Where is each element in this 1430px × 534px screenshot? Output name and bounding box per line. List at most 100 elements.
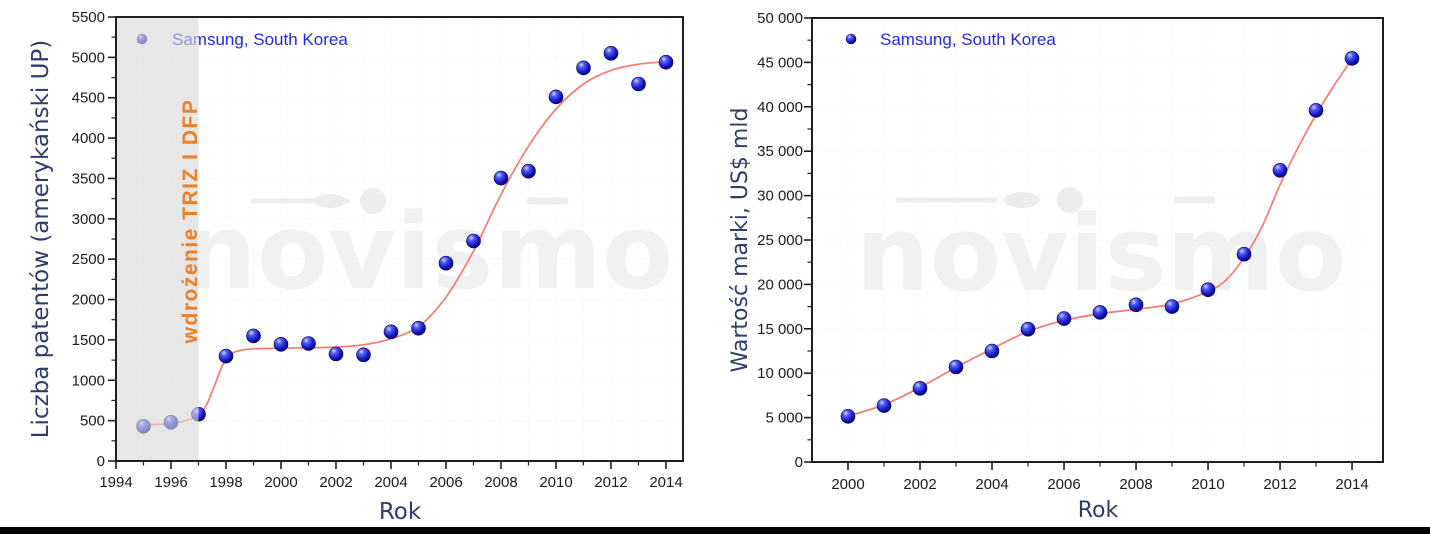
data-point bbox=[984, 343, 1000, 359]
y-tick-label: 500 bbox=[80, 413, 105, 430]
x-tick-label: 2010 bbox=[539, 474, 572, 491]
triz-annotation: wdrożenie TRIZ I DFP bbox=[179, 99, 202, 345]
x-tick-label: 2004 bbox=[374, 474, 407, 491]
legend: Samsung, South Korea bbox=[845, 30, 1056, 49]
x-tick-label: 1996 bbox=[154, 474, 187, 491]
legend-label: Samsung, South Korea bbox=[172, 30, 348, 49]
x-tick-label: 2012 bbox=[1263, 476, 1296, 493]
data-point bbox=[493, 170, 509, 186]
data-point bbox=[1272, 163, 1288, 178]
data-point bbox=[912, 380, 928, 396]
y-tick-label: 45 000 bbox=[757, 54, 803, 71]
x-tick-label: 2014 bbox=[1335, 476, 1368, 493]
y-tick-label: 15 000 bbox=[757, 321, 803, 338]
watermark-text: novismo bbox=[856, 193, 1347, 315]
x-tick-label: 2010 bbox=[1191, 476, 1224, 493]
bottom-black-bar bbox=[0, 527, 1430, 534]
y-tick-label: 25 000 bbox=[757, 232, 803, 249]
data-point bbox=[246, 328, 261, 344]
data-point bbox=[603, 45, 619, 61]
y-tick-label: 2500 bbox=[72, 251, 105, 268]
legend-marker bbox=[845, 33, 857, 45]
data-point bbox=[218, 348, 234, 364]
watermark-swoosh-drop bbox=[314, 194, 346, 208]
data-points bbox=[840, 51, 1360, 424]
y-tick-label: 1500 bbox=[72, 332, 105, 349]
x-axis-title: Rok bbox=[379, 499, 422, 525]
y-tick-label: 5000 bbox=[72, 49, 105, 66]
triz-implementation-band bbox=[116, 17, 199, 461]
watermark-swoosh-drop bbox=[1004, 192, 1040, 208]
x-tick-label: 2002 bbox=[903, 476, 936, 493]
novismo-watermark: novismo bbox=[856, 187, 1347, 315]
data-point bbox=[273, 336, 289, 352]
novismo-watermark: novismo bbox=[183, 188, 674, 313]
data-point bbox=[466, 233, 481, 249]
axis-ticks bbox=[804, 17, 1353, 470]
y-tick-label: 40 000 bbox=[757, 99, 803, 116]
legend-label: Samsung, South Korea bbox=[880, 30, 1056, 49]
data-point bbox=[301, 336, 316, 351]
data-point bbox=[1056, 311, 1072, 326]
y-tick-label: 2000 bbox=[72, 292, 105, 309]
y-tick-label: 0 bbox=[795, 454, 803, 471]
tick-labels: 2000 2002 2004 2006 2008 2010 2012 2014 0 5 000 10… bbox=[757, 10, 1369, 493]
data-point bbox=[1020, 321, 1036, 337]
x-tick-label: 2004 bbox=[975, 476, 1008, 493]
x-tick-label: 1998 bbox=[209, 474, 242, 491]
y-tick-label: 0 bbox=[97, 453, 105, 470]
data-point bbox=[328, 346, 344, 362]
y-tick-label: 4500 bbox=[72, 90, 105, 107]
y-tick-label: 4000 bbox=[72, 130, 105, 147]
data-point bbox=[1092, 305, 1108, 320]
y-tick-label: 20 000 bbox=[757, 276, 803, 293]
data-point bbox=[356, 347, 371, 363]
data-point bbox=[521, 163, 536, 179]
y-tick-label: 5500 bbox=[72, 9, 105, 26]
data-point bbox=[438, 255, 454, 271]
x-tick-label: 2000 bbox=[264, 474, 297, 491]
data-point bbox=[948, 359, 964, 375]
y-tick-label: 1000 bbox=[72, 372, 105, 389]
data-point bbox=[576, 60, 591, 76]
data-point bbox=[411, 320, 426, 336]
x-tick-label: 2002 bbox=[319, 474, 352, 491]
y-axis-title: Liczba patentów (amerykański UP) bbox=[28, 40, 54, 439]
watermark-swoosh-dot bbox=[360, 188, 386, 214]
x-tick-label: 2012 bbox=[594, 474, 627, 491]
x-axis-title: Rok bbox=[1078, 498, 1119, 523]
watermark-text: novismo bbox=[183, 191, 674, 313]
axis-ticks bbox=[108, 16, 667, 469]
y-tick-label: 50 000 bbox=[757, 10, 803, 27]
data-point bbox=[1200, 282, 1216, 298]
y-tick-label: 3500 bbox=[72, 171, 105, 188]
y-tick-label: 3000 bbox=[72, 211, 105, 228]
data-point bbox=[383, 324, 399, 340]
data-point bbox=[1128, 297, 1144, 313]
data-point bbox=[548, 89, 564, 105]
x-tick-label: 2000 bbox=[831, 476, 864, 493]
x-tick-label: 2014 bbox=[649, 474, 682, 491]
data-point bbox=[631, 76, 646, 92]
x-tick-label: 1994 bbox=[99, 474, 132, 491]
data-point bbox=[658, 54, 674, 70]
x-tick-label: 2006 bbox=[429, 474, 462, 491]
y-tick-label: 5 000 bbox=[765, 410, 803, 427]
data-point bbox=[1308, 103, 1324, 118]
y-tick-label: 10 000 bbox=[757, 365, 803, 382]
data-point bbox=[1236, 246, 1252, 262]
data-point bbox=[876, 398, 892, 413]
x-tick-label: 2006 bbox=[1047, 476, 1080, 493]
tick-labels: 1994 1996 1998 2000 2002 2004 2006 2008 2010 2012… bbox=[72, 9, 683, 491]
x-tick-label: 2008 bbox=[484, 474, 517, 491]
data-point bbox=[1164, 299, 1180, 314]
data-point bbox=[840, 408, 856, 424]
patents-chart: novismo Samsung, South Korea wdrożenie TRI… bbox=[28, 9, 684, 525]
x-tick-label: 2008 bbox=[1119, 476, 1152, 493]
y-tick-label: 35 000 bbox=[757, 143, 803, 160]
watermark-swoosh-dot bbox=[1057, 187, 1083, 213]
y-tick-label: 30 000 bbox=[757, 188, 803, 205]
